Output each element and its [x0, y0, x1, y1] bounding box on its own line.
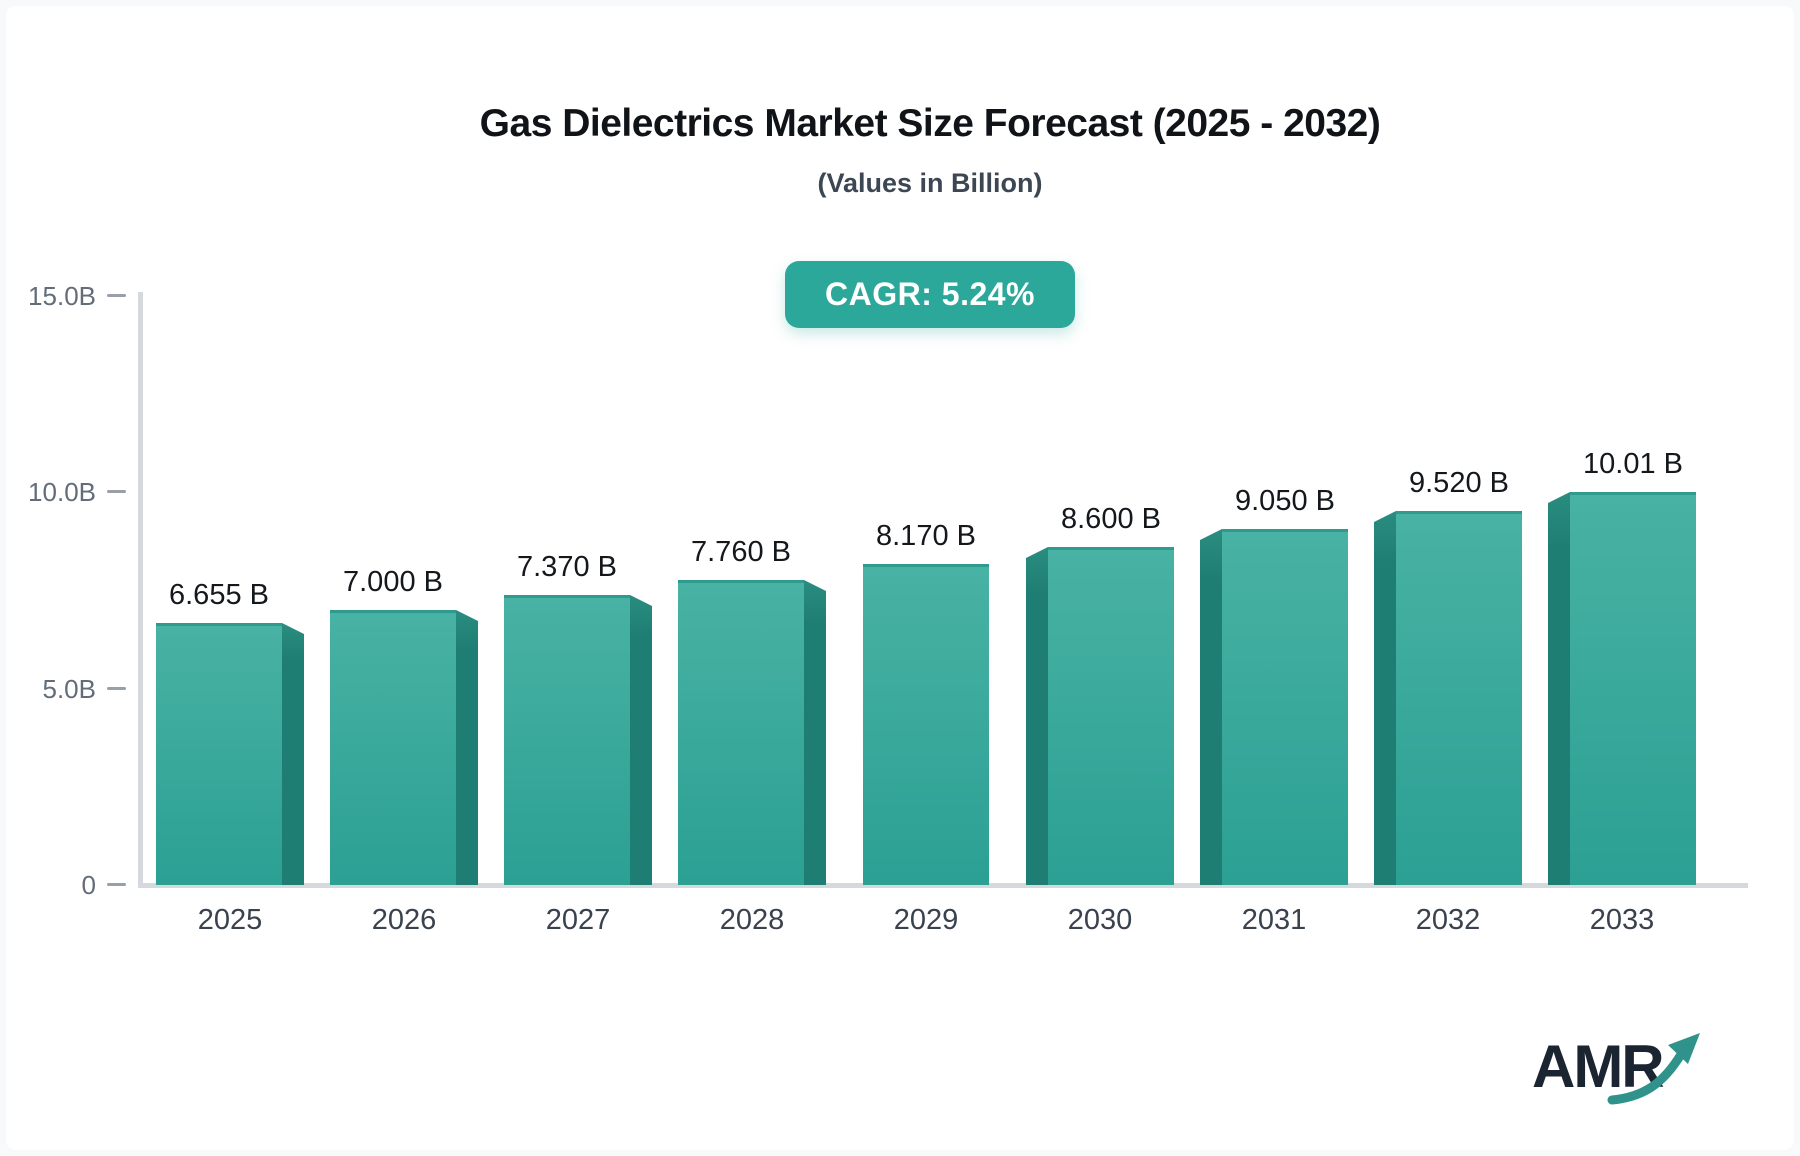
bar-2033: [1570, 492, 1696, 885]
bar-value-label: 7.760 B: [691, 536, 791, 568]
bar-2029: [863, 564, 989, 885]
amr-logo: AMR: [1532, 1033, 1732, 1126]
x-axis-label-2032: 2032: [1415, 904, 1481, 936]
chart-subtitle: (Values in Billion): [817, 168, 1043, 198]
chart-card: Gas Dielectrics Market Size Forecast (20…: [6, 6, 1794, 1150]
x-axis-label-2027: 2027: [545, 904, 611, 936]
y-axis-tick-label: 5.0B: [42, 673, 97, 704]
bar-value-label: 6.655 B: [169, 579, 269, 611]
bar-2026: [330, 610, 456, 885]
y-axis-line: [138, 292, 143, 886]
bar-2031: [1222, 529, 1348, 885]
bar-2028-3d-side: [804, 580, 826, 885]
bar-2030-3d-side: [1026, 547, 1048, 885]
bar-2030: [1048, 547, 1174, 885]
bar-2025-3d-side: [282, 623, 304, 885]
bar-2031-3d-side: [1200, 529, 1222, 885]
x-axis-label-2030: 2030: [1067, 904, 1133, 936]
x-axis-label-2028: 2028: [719, 904, 785, 936]
bar-value-label: 7.000 B: [343, 566, 443, 598]
y-axis-tick-mark: [107, 686, 126, 690]
y-axis-tick-label: 15.0B: [28, 280, 96, 311]
bar-value-label: 8.600 B: [1061, 503, 1161, 535]
y-axis-tick-mark: [107, 883, 126, 886]
bar-2032-3d-side: [1374, 511, 1396, 885]
bar-value-label: 7.370 B: [517, 551, 617, 583]
cagr-badge: CAGR: 5.24%: [785, 261, 1075, 328]
bar-value-label: 9.050 B: [1235, 485, 1335, 517]
bar-2025: [156, 623, 282, 885]
x-axis-label-2026: 2026: [371, 904, 437, 936]
bar-2033-3d-side: [1548, 492, 1570, 885]
bar-2028: [678, 580, 804, 885]
bar-value-label: 10.01 B: [1583, 448, 1683, 480]
bar-2026-3d-side: [456, 610, 478, 885]
bar-value-label: 9.520 B: [1409, 467, 1509, 499]
cagr-badge-label: CAGR: 5.24%: [825, 276, 1035, 312]
y-axis-tick-mark: [107, 490, 126, 493]
chart-title: Gas Dielectrics Market Size Forecast (20…: [479, 102, 1381, 145]
y-axis-tick-mark: [107, 293, 126, 297]
bar-2027: [504, 595, 630, 885]
x-axis-label-2025: 2025: [197, 904, 263, 936]
y-axis-tick-label: 10.0B: [28, 477, 96, 507]
x-axis-label-2033: 2033: [1589, 904, 1655, 936]
x-axis-baseline: [138, 883, 1748, 888]
x-axis-label-2031: 2031: [1241, 904, 1307, 936]
bar-2027-3d-side: [630, 595, 652, 885]
bar-value-label: 8.170 B: [876, 520, 976, 552]
bar-2032: [1396, 511, 1522, 885]
x-axis-label-2029: 2029: [893, 904, 959, 936]
growth-arrow-icon: [1607, 1033, 1700, 1105]
y-axis-tick-label: 0: [81, 870, 96, 900]
